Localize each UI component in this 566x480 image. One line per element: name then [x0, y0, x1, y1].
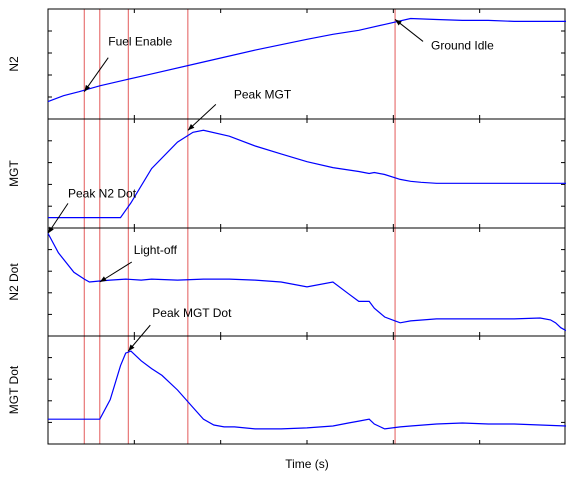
annotation-label: Peak MGT — [234, 87, 292, 101]
annotation-label: Peak N2 Dot — [68, 186, 137, 200]
annotation-label: Light-off — [134, 243, 178, 257]
annotation-label: Peak MGT Dot — [152, 306, 232, 320]
x-axis-label: Time (s) — [285, 457, 329, 471]
annotation-arrowhead — [395, 19, 402, 26]
annotation-arrowhead — [48, 226, 54, 234]
panel-frame-0 — [47, 8, 566, 120]
annotation-arrowhead — [128, 344, 135, 352]
y-axis-label-1: MGT — [7, 160, 21, 187]
annotation-label: Ground Idle — [431, 38, 494, 52]
annotation-arrow-line — [83, 57, 109, 93]
annotation-arrowhead — [99, 276, 107, 282]
annotation-label: Fuel Enable — [108, 35, 172, 49]
series-line-3 — [48, 350, 566, 430]
y-axis-label-2: N2 Dot — [7, 263, 21, 301]
annotation-arrowhead — [187, 124, 195, 131]
y-axis-label-3: MGT Dot — [7, 365, 21, 414]
panel-frame-2 — [47, 227, 566, 337]
series-line-2 — [47, 233, 566, 332]
series-line-0 — [47, 17, 566, 103]
series-line-1 — [48, 129, 566, 219]
panel-frame-1 — [47, 118, 566, 229]
annotation-arrowhead — [84, 84, 91, 92]
y-axis-label-0: N2 — [7, 56, 21, 72]
